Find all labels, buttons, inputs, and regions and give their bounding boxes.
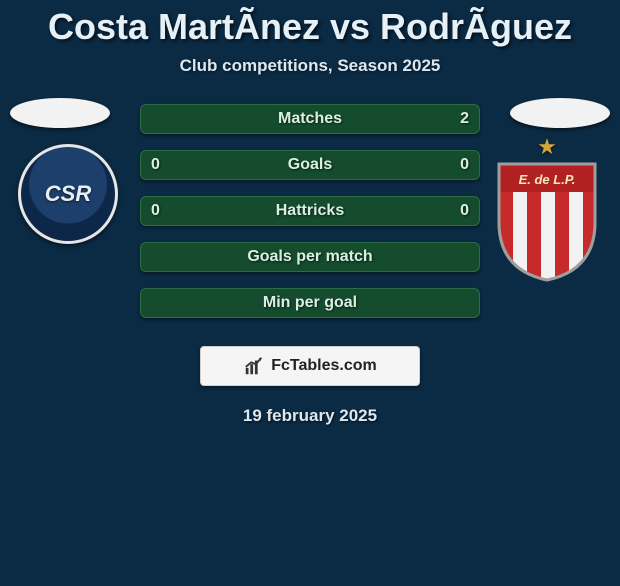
stat-left-value: 0	[151, 156, 160, 174]
crest-left-initials: CSR	[45, 181, 91, 207]
crest-right-wrapper: ★	[492, 134, 602, 282]
crest-right-star-icon: ★	[537, 134, 557, 160]
branding-text: FcTables.com	[271, 357, 377, 375]
stat-row-hattricks: 0 Hattricks 0	[140, 196, 480, 226]
crest-left: CSR	[18, 144, 118, 244]
stat-row-goals-per-match: Goals per match	[140, 242, 480, 272]
page-subtitle: Club competitions, Season 2025	[0, 56, 620, 76]
stat-row-min-per-goal: Min per goal	[140, 288, 480, 318]
crest-right: ★	[492, 134, 602, 274]
stat-label: Goals	[288, 156, 332, 174]
stat-rows: Matches 2 0 Goals 0 0 Hattricks 0 Goals …	[140, 104, 480, 318]
page-title: Costa MartÃ­nez vs RodrÃ­guez	[0, 6, 620, 48]
crest-right-shield-icon: E. de L.P.	[497, 162, 597, 282]
stat-right-value: 0	[460, 202, 469, 220]
branding-badge: FcTables.com	[200, 346, 420, 386]
stat-left-value: 0	[151, 202, 160, 220]
stat-row-matches: Matches 2	[140, 104, 480, 134]
branding-chart-icon	[243, 355, 265, 377]
player-left-silhouette	[10, 98, 110, 128]
stat-label: Min per goal	[263, 294, 357, 312]
stat-right-value: 2	[460, 110, 469, 128]
player-right-silhouette	[510, 98, 610, 128]
stat-label: Hattricks	[276, 202, 344, 220]
stat-label: Goals per match	[247, 248, 372, 266]
crest-left-badge: CSR	[18, 144, 118, 244]
footer-date: 19 february 2025	[0, 406, 620, 426]
crest-right-banner-text: E. de L.P.	[519, 172, 576, 187]
stat-right-value: 0	[460, 156, 469, 174]
stat-row-goals: 0 Goals 0	[140, 150, 480, 180]
comparison-panel: CSR ★	[0, 104, 620, 426]
stat-label: Matches	[278, 110, 342, 128]
